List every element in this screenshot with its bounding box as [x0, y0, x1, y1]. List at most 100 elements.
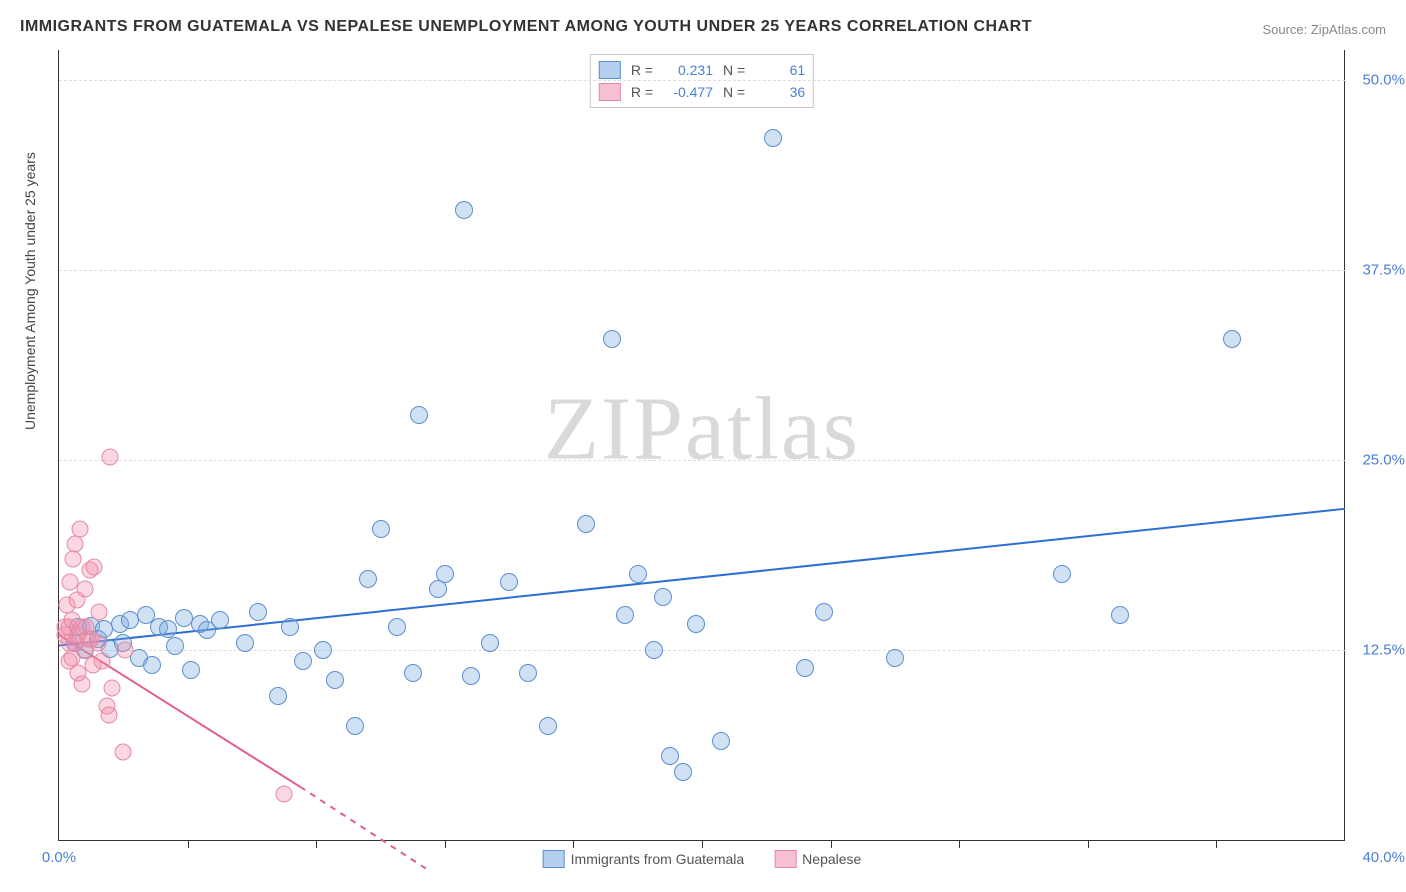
scatter-point	[143, 656, 161, 674]
x-tick	[316, 840, 317, 848]
scatter-point	[67, 535, 84, 552]
scatter-point	[654, 588, 672, 606]
y-tick-label: 37.5%	[1350, 262, 1405, 279]
scatter-point	[166, 637, 184, 655]
scatter-point	[91, 604, 108, 621]
scatter-point	[815, 603, 833, 621]
x-tick	[573, 840, 574, 848]
scatter-point	[674, 763, 692, 781]
legend-stats-row-1: R = -0.477 N = 36	[599, 81, 805, 103]
scatter-point	[314, 641, 332, 659]
scatter-point	[616, 606, 634, 624]
scatter-point	[1053, 565, 1071, 583]
scatter-point	[86, 558, 103, 575]
legend-stats-row-0: R = 0.231 N = 61	[599, 59, 805, 81]
gridline	[59, 460, 1345, 461]
legend-R-value-1: -0.477	[663, 84, 713, 100]
legend-R-value-0: 0.231	[663, 62, 713, 78]
legend-item-label: Nepalese	[802, 851, 861, 867]
x-tick	[445, 840, 446, 848]
scatter-point	[645, 641, 663, 659]
gridline	[59, 270, 1345, 271]
y-axis-title: Unemployment Among Youth under 25 years	[22, 152, 38, 430]
trendlines-svg	[59, 50, 1345, 840]
scatter-point	[211, 611, 229, 629]
scatter-point	[65, 550, 82, 567]
legend-item-0: Immigrants from Guatemala	[543, 850, 745, 868]
scatter-point	[481, 634, 499, 652]
scatter-point	[346, 717, 364, 735]
scatter-point	[372, 520, 390, 538]
scatter-point	[104, 680, 121, 697]
scatter-point	[159, 620, 177, 638]
source-label: Source: ZipAtlas.com	[1262, 22, 1386, 37]
legend-series: Immigrants from Guatemala Nepalese	[543, 850, 862, 868]
scatter-point	[281, 618, 299, 636]
scatter-point	[603, 330, 621, 348]
y-tick-label: 25.0%	[1350, 452, 1405, 469]
scatter-point	[436, 565, 454, 583]
legend-swatch-blue-icon	[543, 850, 565, 868]
scatter-point	[764, 129, 782, 147]
scatter-point	[661, 747, 679, 765]
scatter-point	[73, 675, 90, 692]
scatter-point	[236, 634, 254, 652]
legend-item-1: Nepalese	[774, 850, 861, 868]
legend-swatch-pink-icon	[599, 83, 621, 101]
scatter-point	[462, 667, 480, 685]
scatter-point	[115, 743, 132, 760]
x-tick-label: 0.0%	[42, 849, 76, 866]
scatter-point	[1111, 606, 1129, 624]
legend-item-label: Immigrants from Guatemala	[571, 851, 745, 867]
scatter-point	[886, 649, 904, 667]
scatter-point	[249, 603, 267, 621]
gridline	[59, 650, 1345, 651]
legend-N-value-1: 36	[755, 84, 805, 100]
scatter-point	[116, 642, 133, 659]
y-tick-label: 12.5%	[1350, 642, 1405, 659]
legend-N-value-0: 61	[755, 62, 805, 78]
scatter-point	[388, 618, 406, 636]
x-tick	[831, 840, 832, 848]
chart-title: IMMIGRANTS FROM GUATEMALA VS NEPALESE UN…	[20, 18, 1032, 36]
scatter-point	[326, 671, 344, 689]
y-tick-label: 50.0%	[1350, 72, 1405, 89]
x-tick	[702, 840, 703, 848]
scatter-point	[89, 634, 106, 651]
scatter-point	[359, 570, 377, 588]
legend-N-label: N =	[723, 62, 745, 78]
scatter-point	[102, 449, 119, 466]
legend-swatch-blue-icon	[599, 61, 621, 79]
scatter-point	[410, 406, 428, 424]
gridline	[59, 80, 1345, 81]
x-tick	[1088, 840, 1089, 848]
legend-N-label: N =	[723, 84, 745, 100]
scatter-point	[500, 573, 518, 591]
legend-R-label: R =	[631, 62, 653, 78]
x-tick	[959, 840, 960, 848]
scatter-point	[539, 717, 557, 735]
legend-swatch-pink-icon	[774, 850, 796, 868]
scatter-point	[294, 652, 312, 670]
scatter-point	[687, 615, 705, 633]
scatter-point	[269, 687, 287, 705]
legend-R-label: R =	[631, 84, 653, 100]
scatter-point	[94, 652, 111, 669]
plot-area: ZIPatlas R = 0.231 N = 61 R = -0.477 N =…	[58, 50, 1345, 841]
scatter-point	[519, 664, 537, 682]
scatter-point	[276, 786, 293, 803]
scatter-point	[577, 515, 595, 533]
x-tick-label: 40.0%	[1350, 849, 1405, 866]
x-tick	[1216, 840, 1217, 848]
trend-line	[300, 787, 429, 871]
scatter-point	[100, 707, 117, 724]
scatter-point	[629, 565, 647, 583]
scatter-point	[71, 520, 88, 537]
x-tick	[188, 840, 189, 848]
scatter-point	[712, 732, 730, 750]
scatter-point	[60, 634, 77, 651]
scatter-point	[1223, 330, 1241, 348]
scatter-point	[455, 201, 473, 219]
scatter-point	[404, 664, 422, 682]
scatter-point	[796, 659, 814, 677]
